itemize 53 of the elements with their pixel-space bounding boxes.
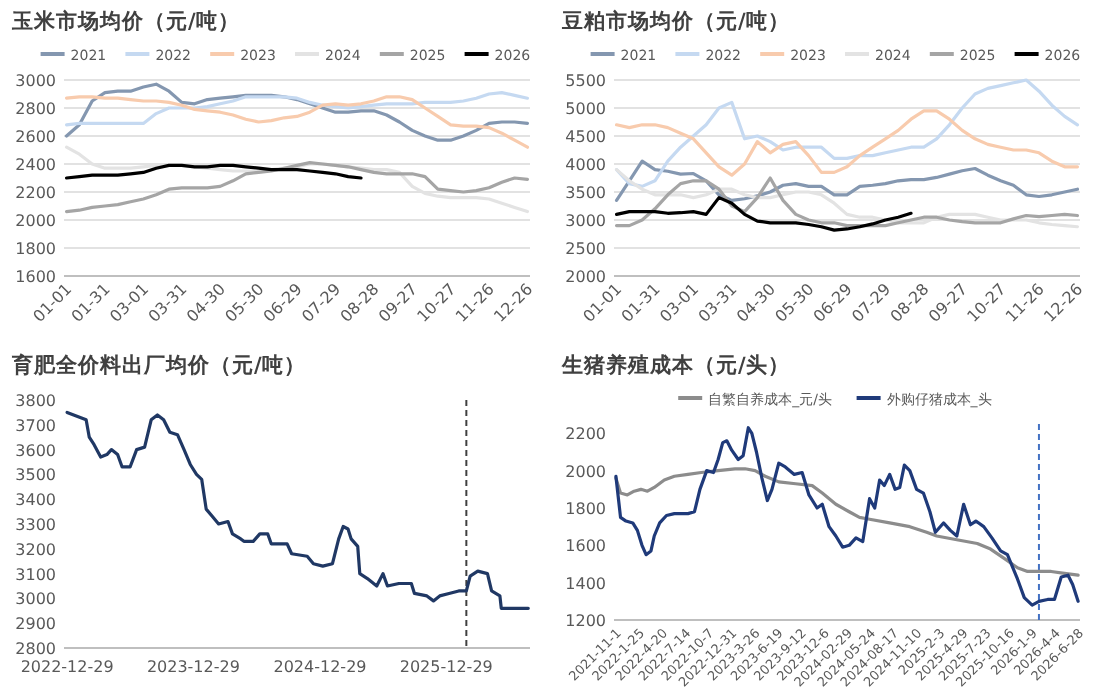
y-tick-label: 3000	[565, 212, 606, 230]
y-tick-label: 2000	[565, 268, 606, 286]
line-series	[614, 467, 1080, 577]
y-tick-label: 3400	[15, 491, 56, 510]
chart-title: 育肥全价料出厂均价（元/吨）	[10, 352, 306, 378]
y-tick-label: 2400	[15, 156, 56, 174]
y-tick-label: 3100	[15, 565, 56, 584]
x-tick-label: 2025-12-29	[399, 658, 493, 676]
y-tick-label: 1600	[565, 537, 606, 556]
y-tick-label: 2600	[15, 128, 56, 146]
y-tick-label: 3200	[15, 540, 56, 559]
y-tick-label: 2800	[15, 640, 56, 658]
line-series	[64, 95, 530, 149]
y-tick-label: 2000	[565, 462, 606, 481]
y-tick-label: 5000	[565, 100, 606, 118]
line-series	[614, 426, 1080, 607]
chart-title: 生猪养殖成本（元/头）	[560, 352, 790, 378]
line-series	[614, 159, 1080, 202]
line-series	[64, 161, 530, 214]
y-tick-label: 2500	[565, 240, 606, 258]
line-series	[614, 196, 913, 232]
y-tick-label: 5500	[565, 72, 606, 90]
line-series	[614, 109, 1080, 177]
x-tick-label: 2023-12-29	[146, 658, 240, 676]
y-tick-label: 2800	[15, 100, 56, 118]
y-tick-label: 2900	[15, 615, 56, 634]
chart-title: 玉米市场均价（元/吨）	[10, 8, 240, 34]
y-tick-label: 2000	[15, 212, 56, 230]
y-tick-label: 3000	[15, 590, 56, 609]
y-tick-label: 3500	[15, 466, 56, 485]
line-series	[614, 78, 1080, 188]
y-tick-label: 2200	[565, 425, 606, 444]
y-tick-label: 1200	[565, 612, 606, 630]
y-tick-label: 1800	[565, 500, 606, 518]
y-tick-label: 3600	[15, 441, 56, 460]
y-tick-label: 1600	[15, 268, 56, 286]
y-tick-label: 3000	[15, 72, 56, 90]
line-series	[64, 163, 363, 180]
x-tick-label: 2022-12-29	[20, 658, 114, 676]
y-tick-label: 3700	[15, 416, 56, 435]
y-tick-label: 1800	[15, 240, 56, 258]
y-tick-label: 4500	[565, 128, 606, 146]
y-tick-label: 2200	[15, 184, 56, 202]
y-tick-label: 3800	[15, 392, 56, 410]
x-tick-label: 2024-12-29	[273, 658, 367, 676]
line-series	[64, 91, 530, 127]
y-tick-label: 1400	[565, 574, 606, 593]
y-tick-label: 4000	[565, 156, 606, 174]
line-series	[65, 410, 530, 610]
y-tick-label: 3500	[565, 184, 606, 202]
y-tick-label: 3300	[15, 516, 56, 534]
chart-title: 豆粕市场均价（元/吨）	[560, 8, 790, 34]
line-series	[64, 82, 530, 142]
